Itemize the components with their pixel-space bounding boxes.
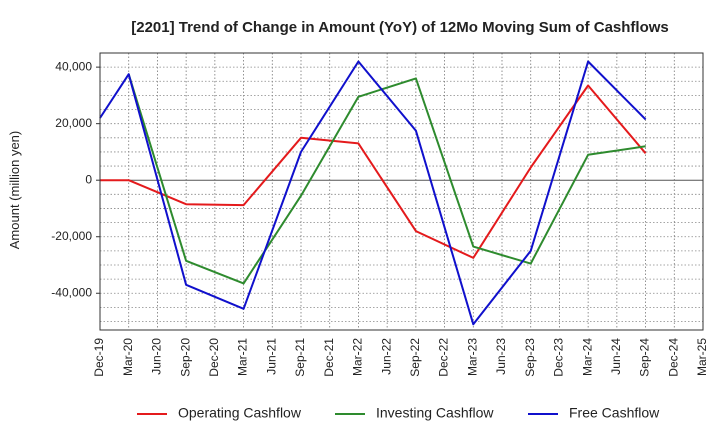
y-axis-label: Amount (million yen) [7, 131, 22, 250]
x-tick-label: Sep-23 [523, 338, 537, 377]
x-tick-label: Dec-24 [666, 338, 680, 377]
x-tick-label: Sep-20 [178, 338, 192, 377]
x-tick-label: Dec-21 [322, 338, 336, 377]
x-tick-label: Dec-20 [207, 338, 221, 377]
chart-title: [2201] Trend of Change in Amount (YoY) o… [131, 19, 669, 36]
legend-label-free-cashflow: Free Cashflow [569, 405, 660, 421]
free-cashflow-line [99, 60, 647, 326]
legend-label-operating-cashflow: Operating Cashflow [178, 405, 302, 421]
x-tick-label: Mar-23 [465, 338, 479, 376]
plot-area [100, 53, 703, 330]
x-tick-label: Dec-23 [552, 338, 566, 377]
x-tick-label: Jun-21 [264, 338, 278, 375]
x-tick-label: Mar-20 [121, 338, 135, 376]
x-tick-label: Mar-25 [695, 338, 709, 376]
x-tick-label: Dec-19 [92, 338, 106, 377]
x-tick-label: Jun-24 [609, 338, 623, 375]
y-tick-label: 20,000 [55, 116, 92, 130]
y-tick-label: -20,000 [51, 229, 92, 243]
y-tick-label: -40,000 [51, 285, 92, 299]
x-tick-label: Mar-21 [236, 338, 250, 376]
x-tick-label: Mar-24 [580, 338, 594, 376]
x-tick-label: Jun-20 [150, 338, 164, 375]
x-tick-label: Mar-22 [351, 338, 365, 376]
legend-label-investing-cashflow: Investing Cashflow [376, 405, 494, 421]
y-tick-label: 40,000 [55, 59, 92, 73]
investing-cashflow-line [127, 73, 646, 285]
x-tick-label: Sep-21 [293, 338, 307, 377]
x-tick-label: Sep-24 [638, 338, 652, 377]
plot-frame [99, 52, 704, 331]
x-tick-label: Dec-22 [437, 338, 451, 377]
y-tick-label: 0 [85, 172, 92, 186]
x-tick-label: Jun-22 [379, 338, 393, 375]
x-tick-label: Sep-22 [408, 338, 422, 377]
x-tick-label: Jun-23 [494, 338, 508, 375]
